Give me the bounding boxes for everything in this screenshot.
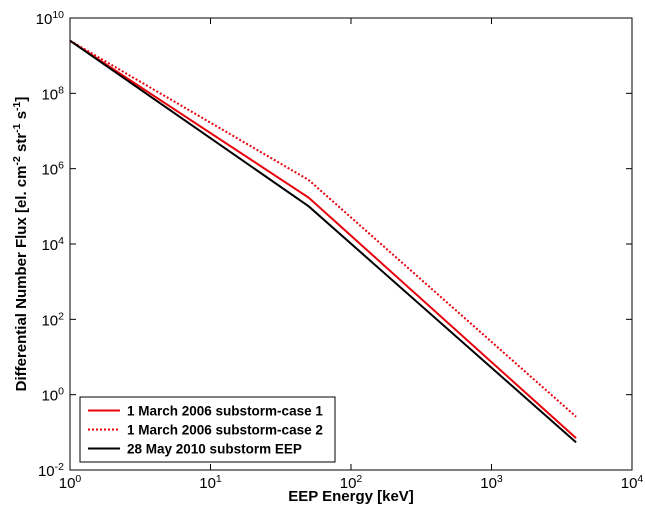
legend-label: 1 March 2006 substorm-case 1 xyxy=(127,404,323,419)
x-tick-label: 104 xyxy=(621,473,644,492)
y-tick-label: 106 xyxy=(41,160,64,179)
series-line xyxy=(69,39,577,444)
series-line xyxy=(69,39,577,439)
x-tick-label: 102 xyxy=(340,473,363,492)
legend-label: 1 March 2006 substorm-case 2 xyxy=(127,423,323,438)
x-axis-title: EEP Energy [keV] xyxy=(288,488,414,505)
x-tick-label: 101 xyxy=(199,473,222,492)
y-tick-label: 104 xyxy=(41,235,64,254)
series-line xyxy=(69,39,577,418)
y-tick-label: 100 xyxy=(41,386,64,405)
x-tick-label: 100 xyxy=(59,473,82,492)
y-tick-label: 108 xyxy=(41,84,64,103)
legend-label: 28 May 2010 substorm EEP xyxy=(127,442,302,457)
y-tick-label: 1010 xyxy=(36,9,65,28)
y-axis-title: Differential Number Flux [el. cm-2 str-1… xyxy=(11,97,30,392)
y-tick-label: 102 xyxy=(41,310,64,329)
y-tick-label: 10-2 xyxy=(38,461,64,480)
legend-box xyxy=(79,396,336,463)
x-tick-label: 103 xyxy=(480,473,503,492)
